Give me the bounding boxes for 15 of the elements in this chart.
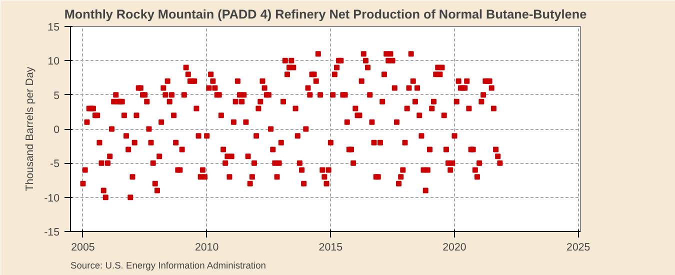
y-tick-label: 0	[54, 124, 60, 136]
source-note: Source: U.S. Energy Information Administration	[70, 260, 266, 270]
x-tick-label: 2025	[566, 242, 590, 254]
y-tick-label: 15	[48, 22, 60, 34]
y-tick-label: 10	[48, 56, 60, 68]
y-tick-label: -10	[44, 192, 60, 204]
x-tick-label: 2010	[194, 242, 219, 254]
x-tick-label: 2005	[71, 242, 95, 254]
chart-title: Monthly Rocky Mountain (PADD 4) Refinery Net Production of Normal Butane-Butylene	[64, 8, 587, 22]
y-tick-label: -5	[50, 158, 60, 170]
y-tick-label: -15	[44, 226, 60, 238]
y-axis-title: Thousand Barrels per Day	[24, 66, 36, 192]
x-tick-label: 2015	[318, 242, 343, 254]
y-tick-label: 5	[54, 90, 60, 102]
x-tick-label: 2020	[442, 242, 466, 254]
